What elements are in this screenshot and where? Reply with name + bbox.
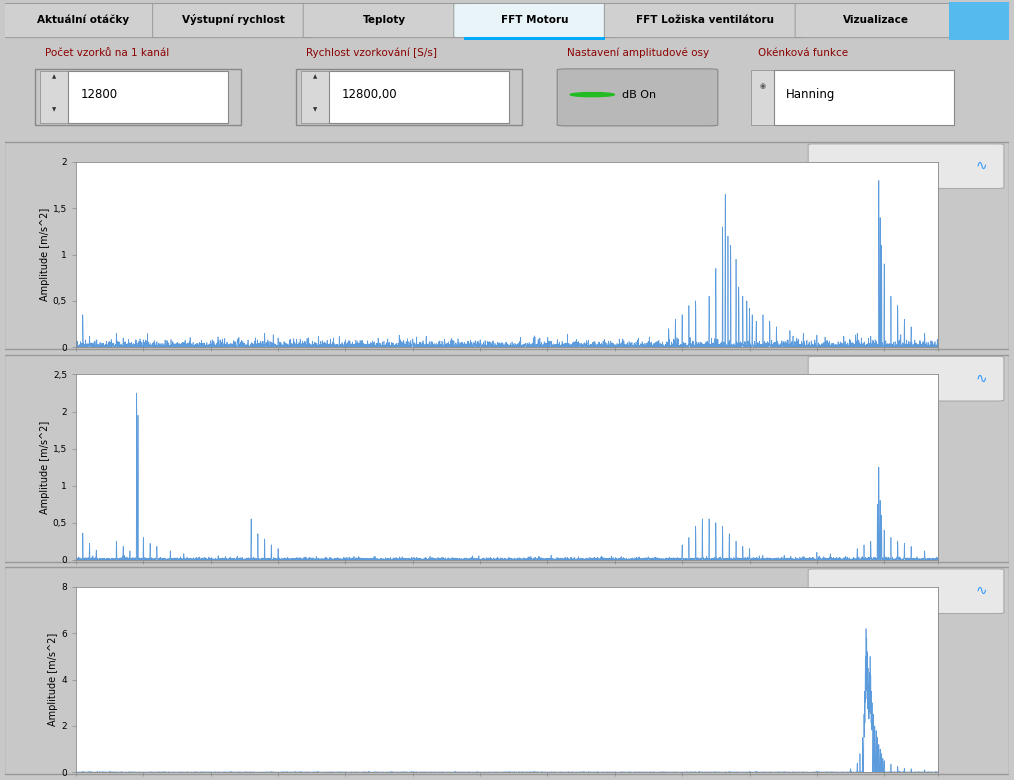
FancyBboxPatch shape (808, 356, 1004, 401)
FancyBboxPatch shape (4, 143, 1009, 349)
Text: Akcelerometr 1_X: Akcelerometr 1_X (845, 161, 937, 172)
Circle shape (570, 93, 614, 97)
FancyBboxPatch shape (296, 69, 522, 126)
Text: ▼: ▼ (313, 107, 317, 112)
FancyBboxPatch shape (604, 3, 806, 37)
Text: Akcelerometr 1_Y: Akcelerometr 1_Y (845, 374, 937, 385)
Text: Počet vzorků na 1 kanál: Počet vzorků na 1 kanál (46, 48, 169, 58)
Y-axis label: Amplitude [m/s^2]: Amplitude [m/s^2] (49, 633, 59, 726)
Text: Nastavení amplitudové osy: Nastavení amplitudové osy (567, 48, 710, 58)
Text: Teploty: Teploty (362, 15, 406, 25)
FancyBboxPatch shape (795, 3, 957, 37)
X-axis label: Frequency [Hz]: Frequency [Hz] (467, 580, 547, 590)
FancyBboxPatch shape (808, 144, 1004, 189)
Text: Výstupní rychlost: Výstupní rychlost (182, 14, 285, 25)
FancyBboxPatch shape (330, 72, 509, 123)
Text: ∿: ∿ (975, 159, 987, 173)
FancyBboxPatch shape (303, 3, 464, 37)
FancyBboxPatch shape (4, 355, 1009, 562)
FancyBboxPatch shape (454, 3, 615, 37)
FancyBboxPatch shape (808, 569, 1004, 614)
Text: Aktuální otáčky: Aktuální otáčky (37, 15, 129, 25)
Text: Rychlost vzorkování [S/s]: Rychlost vzorkování [S/s] (306, 48, 437, 58)
Y-axis label: Amplitude [m/s^2]: Amplitude [m/s^2] (40, 420, 50, 514)
Text: ▲: ▲ (313, 75, 317, 80)
FancyBboxPatch shape (68, 72, 228, 123)
Text: Hanning: Hanning (786, 88, 836, 101)
FancyBboxPatch shape (751, 69, 775, 125)
FancyBboxPatch shape (558, 69, 718, 126)
Text: ∿: ∿ (975, 372, 987, 386)
FancyBboxPatch shape (301, 72, 331, 123)
Text: Okénková funkce: Okénková funkce (758, 48, 848, 58)
Text: 12800,00: 12800,00 (342, 88, 397, 101)
Bar (463, 37, 605, 41)
Text: ∿: ∿ (975, 584, 987, 598)
FancyBboxPatch shape (2, 3, 163, 37)
FancyBboxPatch shape (41, 72, 69, 123)
Text: ▲: ▲ (52, 75, 57, 80)
Text: ◉: ◉ (759, 83, 766, 90)
FancyBboxPatch shape (4, 567, 1009, 775)
Text: FFT Ložiska ventilátoru: FFT Ložiska ventilátoru (636, 15, 775, 25)
Text: FFT Motoru: FFT Motoru (501, 15, 569, 25)
Y-axis label: Amplitude [m/s^2]: Amplitude [m/s^2] (40, 208, 50, 301)
Text: 12800: 12800 (80, 88, 118, 101)
FancyBboxPatch shape (35, 69, 241, 126)
FancyBboxPatch shape (774, 69, 954, 125)
X-axis label: Frequency [Hz]: Frequency [Hz] (467, 368, 547, 378)
Text: Vizualizace: Vizualizace (843, 15, 909, 25)
Text: dB On: dB On (623, 90, 657, 100)
Text: ▼: ▼ (52, 107, 57, 112)
FancyBboxPatch shape (153, 3, 314, 37)
Bar (949, 2, 1009, 41)
Text: Akcelerometr 1_Z: Akcelerometr 1_Z (845, 586, 937, 597)
